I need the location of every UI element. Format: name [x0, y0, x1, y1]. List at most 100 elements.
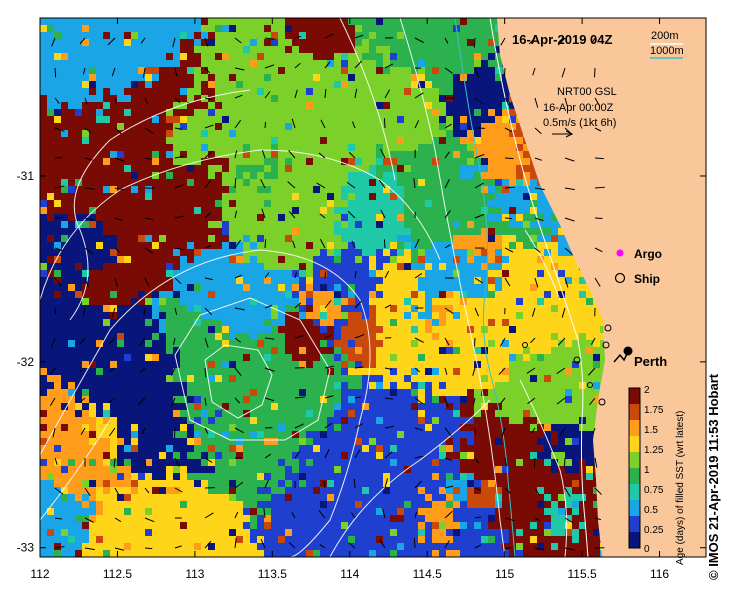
sst-pixel	[530, 305, 537, 312]
sst-pixel	[40, 151, 47, 158]
sst-pixel	[40, 200, 47, 207]
sst-pixel	[264, 242, 271, 249]
sst-pixel	[285, 137, 292, 144]
sst-pixel	[201, 32, 208, 39]
sst-pixel	[96, 340, 103, 347]
sst-pixel	[439, 326, 446, 333]
sst-pixel	[264, 361, 271, 368]
sst-pixel	[208, 102, 215, 109]
sst-pixel	[348, 340, 355, 347]
sst-pixel	[355, 312, 362, 319]
sst-pixel	[348, 53, 355, 60]
sst-pixel	[460, 284, 467, 291]
sst-pixel	[481, 375, 488, 382]
sst-pixel	[243, 319, 250, 326]
sst-pixel	[201, 228, 208, 235]
sst-pixel	[474, 151, 481, 158]
sst-pixel	[152, 60, 159, 67]
sst-pixel	[292, 25, 299, 32]
sst-pixel	[215, 228, 222, 235]
sst-pixel	[271, 186, 278, 193]
sst-pixel	[334, 221, 341, 228]
sst-pixel	[411, 228, 418, 235]
sst-pixel	[481, 53, 488, 60]
sst-pixel	[89, 354, 96, 361]
sst-pixel	[271, 291, 278, 298]
sst-pixel	[215, 32, 222, 39]
sst-pixel	[285, 39, 292, 46]
sst-pixel	[355, 53, 362, 60]
sst-pixel	[411, 214, 418, 221]
sst-pixel	[516, 263, 523, 270]
sst-pixel	[215, 95, 222, 102]
sst-pixel	[138, 235, 145, 242]
sst-pixel	[341, 39, 348, 46]
sst-pixel	[306, 200, 313, 207]
sst-pixel	[229, 46, 236, 53]
sst-pixel	[82, 179, 89, 186]
sst-pixel	[243, 214, 250, 221]
sst-pixel	[68, 291, 75, 298]
sst-pixel	[404, 228, 411, 235]
sst-pixel	[68, 326, 75, 333]
sst-pixel	[439, 18, 446, 25]
sst-pixel	[425, 228, 432, 235]
sst-pixel	[257, 333, 264, 340]
sst-pixel	[89, 151, 96, 158]
sst-pixel	[194, 214, 201, 221]
sst-pixel	[250, 298, 257, 305]
sst-pixel	[530, 263, 537, 270]
sst-pixel	[194, 130, 201, 137]
sst-pixel	[243, 95, 250, 102]
sst-pixel	[544, 207, 551, 214]
sst-pixel	[481, 18, 488, 25]
sst-pixel	[222, 347, 229, 354]
sst-pixel	[446, 172, 453, 179]
sst-pixel	[61, 361, 68, 368]
sst-pixel	[271, 151, 278, 158]
sst-pixel	[285, 368, 292, 375]
sst-pixel	[334, 193, 341, 200]
sst-pixel	[271, 88, 278, 95]
sst-pixel	[418, 95, 425, 102]
sst-pixel	[481, 207, 488, 214]
sst-pixel	[404, 102, 411, 109]
sst-pixel	[341, 32, 348, 39]
sst-pixel	[558, 375, 565, 382]
sst-pixel	[61, 130, 68, 137]
sst-pixel	[460, 347, 467, 354]
sst-pixel	[376, 361, 383, 368]
sst-pixel	[474, 284, 481, 291]
sst-pixel	[390, 200, 397, 207]
sst-pixel	[313, 375, 320, 382]
sst-pixel	[82, 193, 89, 200]
sst-pixel	[47, 53, 54, 60]
sst-pixel	[54, 179, 61, 186]
sst-pixel	[355, 228, 362, 235]
sst-pixel	[285, 46, 292, 53]
sst-pixel	[271, 333, 278, 340]
sst-pixel	[250, 263, 257, 270]
sst-pixel	[404, 81, 411, 88]
sst-pixel	[243, 109, 250, 116]
sst-pixel	[201, 109, 208, 116]
sst-pixel	[285, 18, 292, 25]
sst-pixel	[103, 186, 110, 193]
sst-pixel	[390, 319, 397, 326]
sst-pixel	[432, 67, 439, 74]
sst-pixel	[201, 375, 208, 382]
sst-pixel	[334, 165, 341, 172]
sst-pixel	[243, 340, 250, 347]
sst-pixel	[124, 375, 131, 382]
sst-pixel	[173, 368, 180, 375]
sst-pixel	[502, 333, 509, 340]
sst-pixel	[75, 298, 82, 305]
sst-pixel	[327, 284, 334, 291]
sst-pixel	[355, 200, 362, 207]
sst-pixel	[215, 207, 222, 214]
sst-pixel	[516, 214, 523, 221]
sst-pixel	[474, 39, 481, 46]
sst-pixel	[47, 375, 54, 382]
sst-pixel	[390, 53, 397, 60]
sst-pixel	[110, 95, 117, 102]
